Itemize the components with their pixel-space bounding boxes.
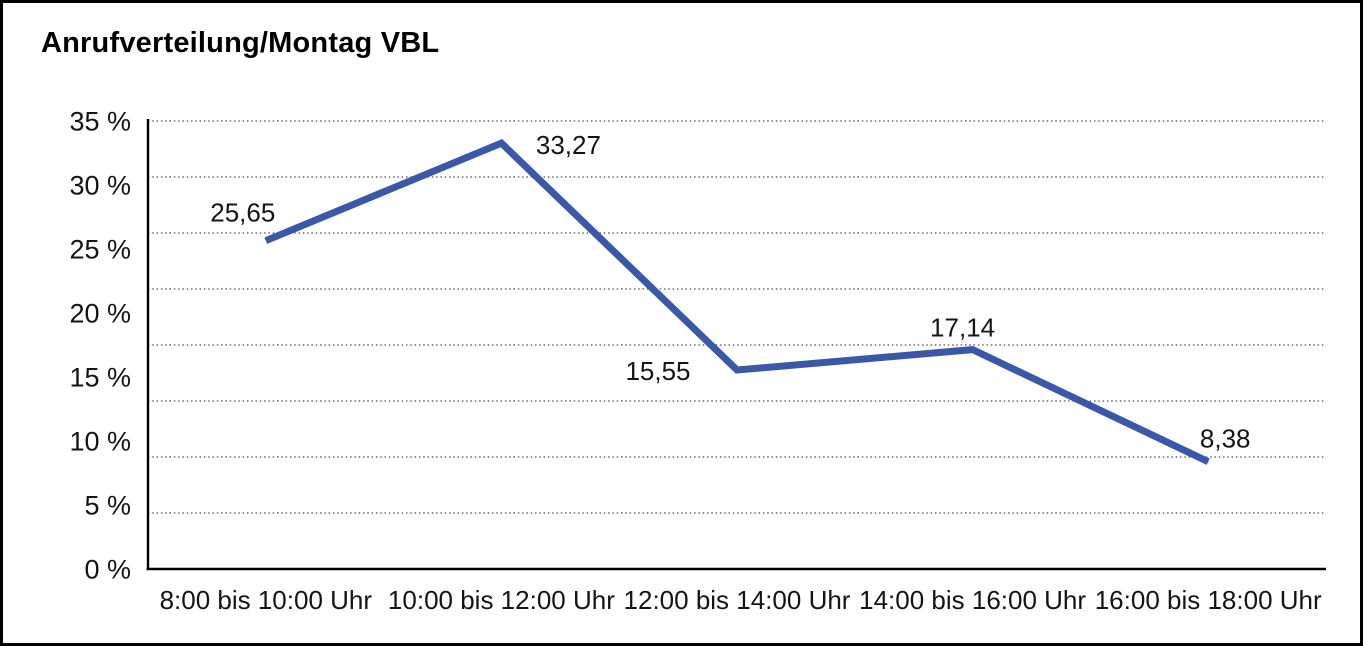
chart-title: Anrufverteilung/Montag VBL xyxy=(41,27,440,59)
data-point-label: 25,65 xyxy=(210,198,275,228)
y-tick-label: 0 % xyxy=(84,555,131,585)
y-tick-label: 10 % xyxy=(69,427,131,457)
data-point-label: 15,55 xyxy=(625,356,690,386)
y-tick-label: 35 % xyxy=(69,107,131,137)
x-category-label: 14:00 bis 16:00 Uhr xyxy=(859,585,1086,615)
x-category-label: 16:00 bis 18:00 Uhr xyxy=(1095,585,1322,615)
data-point-label: 17,14 xyxy=(930,313,995,343)
data-line xyxy=(264,138,1210,465)
y-tick-label: 15 % xyxy=(69,363,131,393)
y-tick-label: 20 % xyxy=(69,299,131,329)
x-category-label: 10:00 bis 12:00 Uhr xyxy=(388,585,615,615)
line-chart: 0 % 5 % 10 % 15 % 20 % 25 % 30 % 35 % 8:00 bis 1… xyxy=(69,107,1326,615)
data-point-label: 8,38 xyxy=(1200,424,1251,454)
y-tick-label: 30 % xyxy=(69,171,131,201)
x-category-label: 8:00 bis 10:00 Uhr xyxy=(160,585,373,615)
x-category-label: 12:00 bis 14:00 Uhr xyxy=(624,585,851,615)
data-point-label: 33,27 xyxy=(536,130,601,160)
y-tick-label: 25 % xyxy=(69,235,131,265)
y-tick-label: 5 % xyxy=(84,491,131,521)
